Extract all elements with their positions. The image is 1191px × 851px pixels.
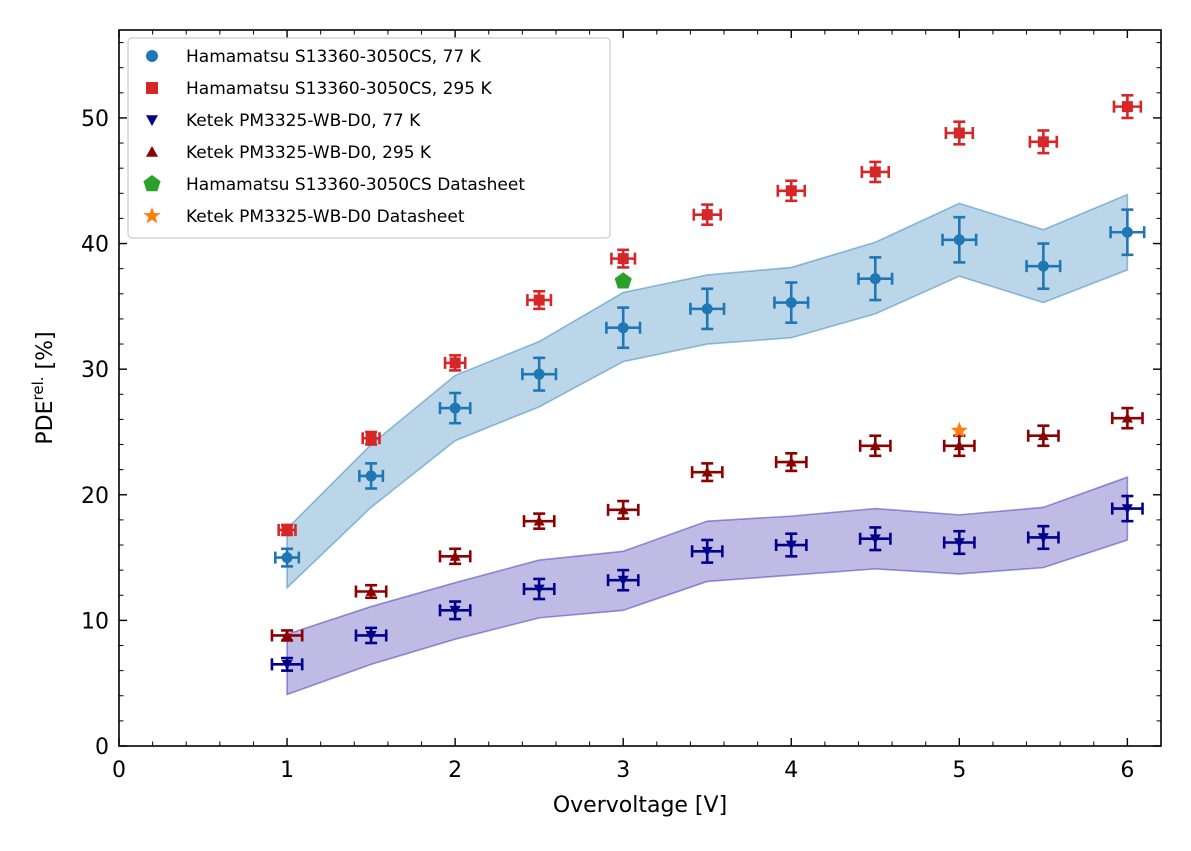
data-point-series-1 <box>1121 226 1133 238</box>
y-axis-label: PDErel. [%] <box>29 331 58 444</box>
data-point-series-1 <box>449 402 461 414</box>
y-axis-label-main: PDE <box>33 400 58 444</box>
data-markers <box>281 101 1133 670</box>
data-point-series-2 <box>701 209 713 221</box>
y-axis-label-unit: [%] <box>33 331 58 376</box>
data-point-series-2 <box>785 185 797 197</box>
data-point-series-3 <box>953 538 965 549</box>
data-point-series-3 <box>869 534 881 545</box>
data-point-series-2 <box>869 166 881 178</box>
legend-marker-4 <box>146 146 158 157</box>
plot-frame <box>118 29 1162 747</box>
data-point-series-4 <box>365 585 377 596</box>
y-axis-label-sup: rel. <box>29 376 47 400</box>
legend-marker-3 <box>146 115 158 126</box>
data-point-series-2 <box>1121 101 1133 113</box>
data-point-series-1 <box>953 234 965 246</box>
axis-ticks <box>118 30 1162 747</box>
data-point-series-3 <box>701 546 713 557</box>
data-point-series-5 <box>614 272 632 289</box>
legend-label-1: Hamamatsu S13360-3050CS, 77 K <box>186 47 482 67</box>
legend-label-4: Ketek PM3325-WB-D0, 295 K <box>186 143 432 163</box>
data-point-series-4 <box>1037 430 1049 441</box>
legend-box <box>127 37 611 239</box>
uncertainty-band-2 <box>286 476 1129 696</box>
data-point-series-4 <box>785 456 797 467</box>
x-tick-label: 4 <box>784 758 798 783</box>
data-point-series-4 <box>533 515 545 526</box>
data-point-series-2 <box>617 253 629 265</box>
legend: Hamamatsu S13360-3050CS, 77 K Hamamatsu S… <box>127 37 611 239</box>
data-point-series-1 <box>617 322 629 334</box>
legend-marker-5 <box>143 175 161 192</box>
data-point-series-4 <box>869 440 881 451</box>
legend-label-5: Hamamatsu S13360-3050CS Datasheet <box>186 175 525 195</box>
y-tick-label: 30 <box>81 358 109 383</box>
y-tick-label: 40 <box>81 233 109 258</box>
data-point-series-2 <box>533 294 545 306</box>
data-point-series-1 <box>533 368 545 380</box>
x-axis-label: Overvoltage [V] <box>553 793 727 818</box>
data-point-series-1 <box>365 470 377 482</box>
x-tick-label: 6 <box>1120 758 1134 783</box>
data-point-series-4 <box>1121 412 1133 423</box>
legend-marker-1 <box>146 50 158 62</box>
y-tick-label: 0 <box>95 735 109 760</box>
y-tick-label: 10 <box>81 609 109 634</box>
data-point-series-2 <box>1037 136 1049 148</box>
data-point-series-4 <box>701 466 713 477</box>
data-point-series-3 <box>365 631 377 641</box>
data-point-series-2 <box>953 127 965 139</box>
legend-label-2: Hamamatsu S13360-3050CS, 295 K <box>186 79 492 99</box>
data-point-series-6 <box>950 421 968 438</box>
data-point-series-3 <box>1037 533 1049 543</box>
x-tick-label: 2 <box>448 758 462 783</box>
data-point-series-2 <box>365 432 377 444</box>
data-point-series-4 <box>281 629 293 640</box>
x-tick-label: 0 <box>112 758 126 783</box>
data-point-series-3 <box>281 659 293 670</box>
data-point-series-4 <box>449 550 461 561</box>
legend-label-3: Ketek PM3325-WB-D0, 77 K <box>186 111 421 131</box>
data-point-series-1 <box>281 552 293 564</box>
data-point-series-1 <box>869 273 881 285</box>
x-tick-label: 5 <box>952 758 966 783</box>
data-point-series-3 <box>533 584 545 595</box>
data-point-series-3 <box>785 540 797 551</box>
data-point-series-2 <box>281 524 293 536</box>
uncertainty-band-1 <box>286 193 1129 590</box>
y-tick-label: 50 <box>81 107 109 132</box>
data-point-series-3 <box>1121 504 1133 515</box>
legend-label-6: Ketek PM3325-WB-D0 Datasheet <box>186 207 465 227</box>
data-point-series-2 <box>449 357 461 369</box>
data-point-series-1 <box>701 303 713 315</box>
x-tick-label: 1 <box>280 758 294 783</box>
tick-labels: 0 1 2 3 4 5 6 0 10 20 30 40 50 <box>81 107 1134 783</box>
data-point-series-3 <box>617 575 629 586</box>
data-point-series-4 <box>617 504 629 515</box>
x-tick-label: 3 <box>616 758 630 783</box>
y-tick-label: 20 <box>81 484 109 509</box>
legend-marker-6 <box>143 207 161 224</box>
data-point-series-1 <box>1037 260 1049 272</box>
data-point-series-1 <box>785 297 797 309</box>
data-point-series-3 <box>449 605 461 616</box>
uncertainty-bands <box>286 193 1129 696</box>
legend-marker-2 <box>146 82 158 94</box>
data-point-series-4 <box>953 440 965 451</box>
